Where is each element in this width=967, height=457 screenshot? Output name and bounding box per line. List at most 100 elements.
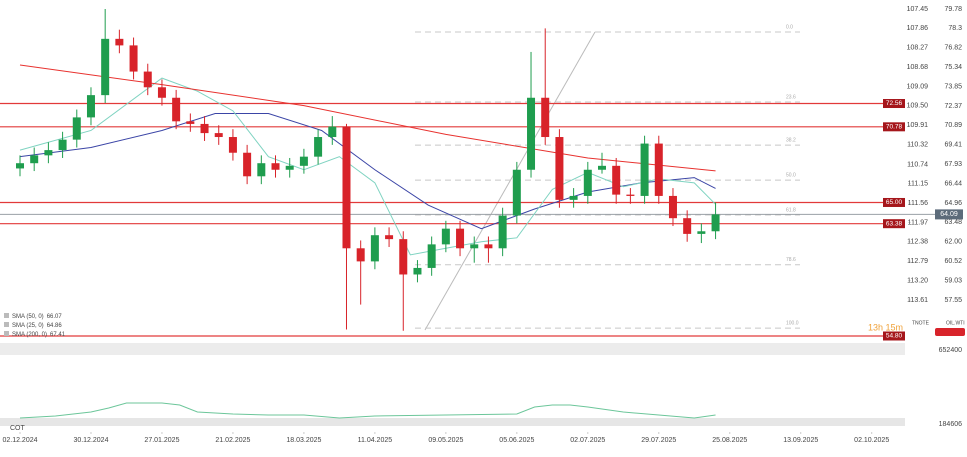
y-tick-label: 59.03 [944, 277, 962, 284]
y2-tick-label: 113.20 [907, 277, 928, 284]
y-tick-label: 60.52 [944, 258, 962, 265]
candle-body [115, 38, 124, 46]
candle-body [711, 214, 720, 232]
y-tick-label: 69.41 [944, 142, 962, 149]
candle-body [299, 156, 308, 166]
fib-label: 100.0 [786, 320, 799, 326]
candle-body [598, 165, 606, 170]
candle-body [44, 150, 53, 156]
legend-swatch [4, 322, 9, 327]
x-tick-label: 09.05.2025 [428, 437, 463, 444]
legend-swatch [4, 331, 9, 336]
candle-body [541, 97, 550, 138]
candle-body [498, 215, 507, 249]
y2-tick-label: 107.45 [907, 6, 929, 13]
legend-name: SMA (50, 0) [12, 314, 44, 320]
candle-body [569, 195, 578, 200]
current-price-badge [935, 209, 963, 220]
price-badge-label: 63.38 [886, 220, 903, 227]
x-tick-label: 21.02.2025 [215, 437, 250, 444]
candle-body [456, 228, 465, 249]
y-tick-label: 73.85 [944, 83, 962, 90]
legend-entry: SMA (50, 0) 66.07 [12, 314, 62, 320]
y-tick-label: 76.82 [944, 45, 962, 52]
candle-body [101, 38, 110, 96]
candle-body [683, 218, 692, 234]
y-tick-label: 75.34 [944, 64, 962, 71]
y-tick-label: 62.00 [944, 239, 962, 246]
price-badge [883, 331, 905, 341]
price-badge-label: 54.80 [886, 333, 903, 340]
sma-line [19, 77, 716, 256]
candle-body [612, 165, 621, 195]
fib-label: 38.2 [786, 137, 796, 143]
legend-name: SMA (25, 0) [12, 323, 44, 329]
y2-tick-label: 109.91 [907, 122, 929, 129]
fib-label: 23.6 [786, 94, 796, 100]
y2-tick-label: 112.38 [907, 239, 928, 246]
x-tick-label: 05.06.2025 [499, 437, 534, 444]
candle-body [484, 244, 493, 249]
sma-line [19, 112, 716, 230]
fib-label: 50.0 [786, 172, 796, 178]
candle-body [214, 133, 223, 138]
candle-body [30, 155, 39, 164]
price-badge [883, 197, 905, 207]
candle-body [200, 123, 209, 134]
candle-body [527, 97, 536, 170]
y2-tick-label: 111.15 [908, 181, 928, 188]
x-tick-label: 25.08.2025 [712, 437, 747, 444]
instrument-badge [935, 328, 965, 336]
trend-line [424, 31, 596, 331]
candle-body [470, 244, 479, 249]
candle-body [342, 126, 351, 249]
candle-body [654, 143, 663, 196]
y-tick-label: 79.78 [944, 6, 962, 13]
candle-body [356, 248, 365, 262]
x-tick-label: 30.12.2024 [73, 437, 108, 444]
candle-body [86, 95, 95, 118]
candle-body [228, 137, 237, 153]
y-tick-label: 66.44 [944, 180, 962, 187]
legend-value: 67.41 [50, 332, 66, 338]
candle-body [555, 137, 564, 200]
price-badge [883, 99, 905, 109]
instrument: OIL.WTI [946, 320, 965, 326]
y-tick-label: 64.96 [944, 200, 962, 207]
panel-divider [0, 343, 905, 355]
candle-body [668, 195, 677, 219]
fib-label: 0.0 [786, 24, 793, 30]
y2-tick-label: 110.74 [907, 161, 928, 168]
candle-body [385, 235, 394, 240]
y2-tick-label: 109.50 [907, 103, 929, 110]
legend-value: 66.07 [47, 314, 63, 320]
candle-body [157, 87, 166, 98]
fib-label: 61.8 [786, 207, 796, 213]
fib-label: 78.6 [786, 257, 796, 263]
candle-body [271, 163, 280, 170]
x-tick-label: 11.04.2025 [358, 437, 393, 444]
legend-entry: SMA (200, 0) 67.41 [12, 332, 66, 338]
candle-body [441, 228, 450, 245]
x-tick-label: 18.03.2025 [286, 437, 321, 444]
timer: 13h 15m [868, 322, 903, 332]
candle-body [328, 126, 337, 138]
price-badge [883, 219, 905, 229]
candle-body [129, 45, 138, 72]
panel-band [0, 418, 905, 426]
sma-line [19, 64, 716, 172]
price-badge [883, 122, 905, 132]
legend-entry: SMA (25, 0) 64.86 [12, 323, 62, 329]
candle-body [640, 143, 649, 196]
cot-label: COT [10, 425, 26, 432]
cot-line [19, 402, 716, 419]
candle-body [257, 163, 266, 177]
legend-swatch [4, 313, 9, 318]
y2-tick-label: 108.27 [907, 45, 929, 52]
candle-body [626, 194, 635, 196]
cot-tick-label: 652400 [939, 347, 962, 354]
y-tick-label: 63.48 [944, 219, 962, 226]
x-tick-label: 13.09.2025 [783, 437, 818, 444]
price-badge-label: 70.78 [886, 124, 903, 131]
